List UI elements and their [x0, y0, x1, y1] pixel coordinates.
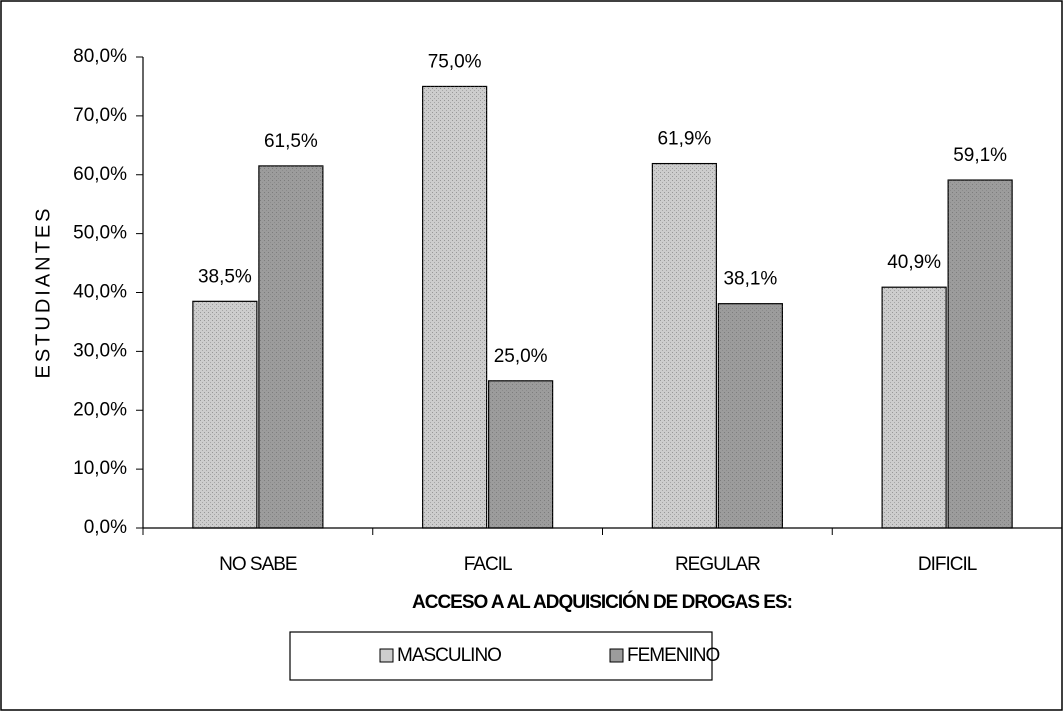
x-tick-label: NO SABE	[219, 554, 297, 575]
bar-texture	[192, 301, 257, 528]
y-tick-label: 70,0%	[73, 105, 127, 126]
bar-texture	[488, 380, 553, 528]
data-label: 61,9%	[657, 129, 711, 150]
x-tick-label: REGULAR	[675, 554, 760, 575]
y-tick-label: 10,0%	[73, 458, 127, 479]
y-tick-label: 50,0%	[73, 223, 127, 244]
y-tick-label: 20,0%	[73, 399, 127, 420]
y-tick-label: 80,0%	[73, 46, 127, 67]
data-label: 38,5%	[198, 266, 252, 287]
data-label: 38,1%	[723, 269, 777, 290]
x-tick-label: DIFICIL	[918, 554, 977, 575]
legend-label: MASCULINO	[397, 645, 501, 666]
legend-label: FEMENINO	[627, 645, 720, 666]
bar-texture	[882, 287, 947, 528]
legend-swatch	[609, 648, 624, 663]
y-tick-label: 30,0%	[73, 340, 127, 361]
data-label: 59,1%	[953, 145, 1007, 166]
legend-swatch	[379, 648, 394, 663]
x-tick-label: FACIL	[464, 554, 512, 575]
legend-box	[289, 631, 713, 681]
x-axis-title: ACCESO A AL ADQUISICIÓN DE DROGAS ES:	[412, 591, 792, 613]
bar-texture	[422, 86, 487, 528]
y-axis-title: ESTUDIANTES	[32, 205, 54, 378]
y-tick-label: 0,0%	[84, 517, 127, 538]
bar-texture	[948, 180, 1013, 528]
y-tick-label: 60,0%	[73, 164, 127, 185]
data-label: 75,0%	[428, 51, 482, 72]
data-label: 61,5%	[264, 131, 318, 152]
data-label: 40,9%	[887, 252, 941, 273]
bar-texture	[258, 165, 323, 528]
bar-texture	[718, 303, 783, 528]
bar-texture	[652, 163, 717, 528]
y-tick-label: 40,0%	[73, 282, 127, 303]
data-label: 25,0%	[494, 346, 548, 367]
